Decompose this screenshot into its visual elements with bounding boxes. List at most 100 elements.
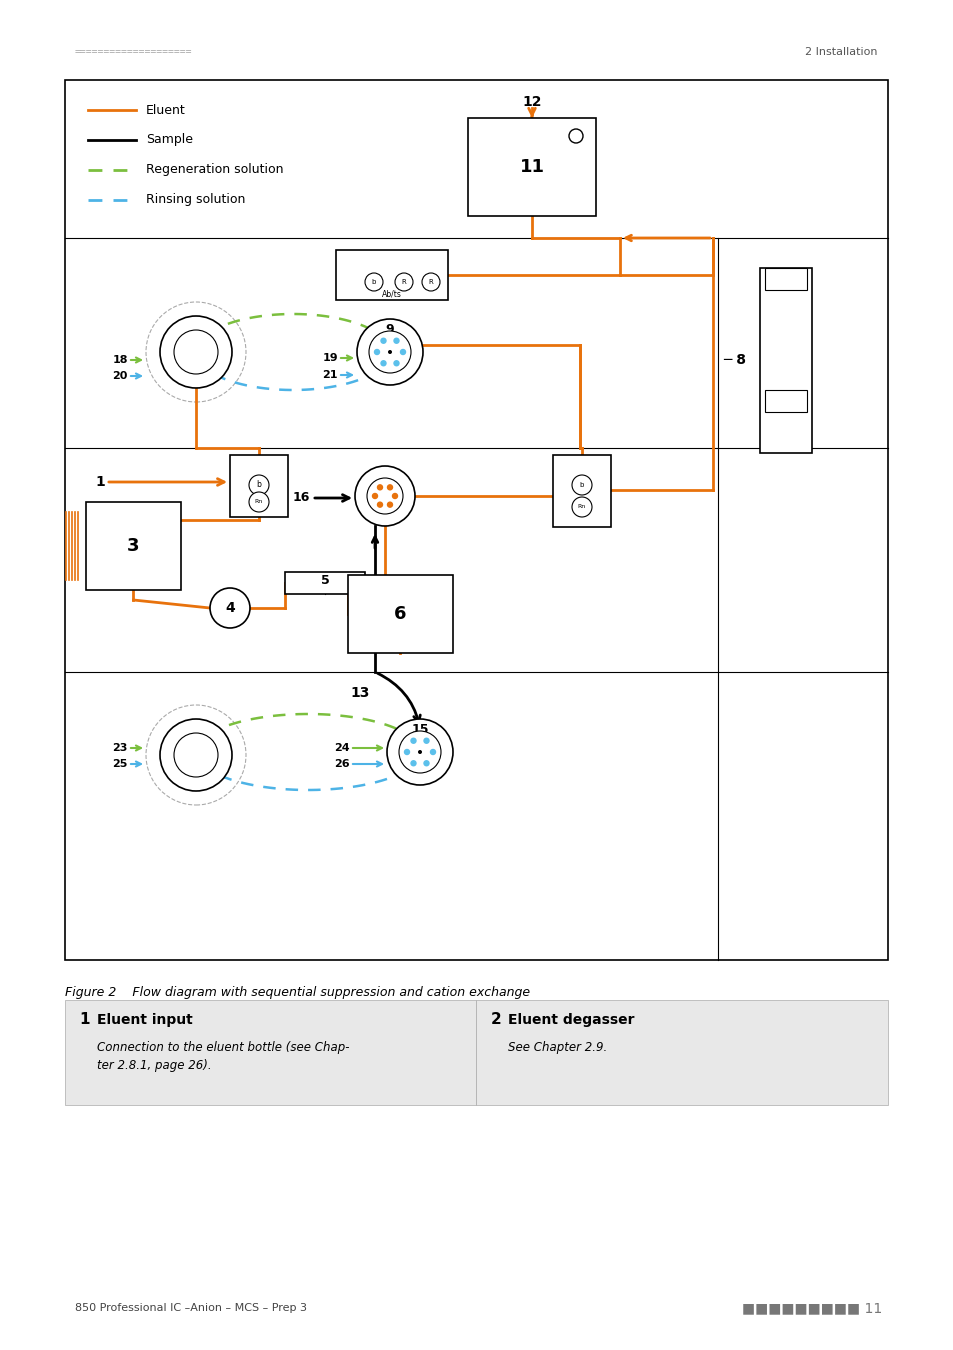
Text: 11: 11 (519, 158, 544, 176)
Circle shape (411, 761, 416, 765)
Text: 6: 6 (394, 605, 406, 622)
Circle shape (387, 720, 453, 784)
Circle shape (173, 329, 218, 374)
Text: ter 2.8.1, page 26).: ter 2.8.1, page 26). (97, 1060, 212, 1072)
Circle shape (411, 738, 416, 744)
Bar (285, 572, 365, 594)
Text: Eluent input: Eluent input (97, 1012, 193, 1027)
Text: 3: 3 (127, 537, 139, 555)
Circle shape (572, 497, 592, 517)
Text: Rn: Rn (254, 500, 263, 505)
Text: Figure 2    Flow diagram with sequential suppression and cation exchange: Figure 2 Flow diagram with sequential su… (65, 986, 530, 999)
Circle shape (387, 485, 392, 490)
Text: b: b (372, 279, 375, 285)
Text: 1: 1 (79, 1012, 90, 1027)
Circle shape (398, 730, 440, 774)
Text: b: b (256, 481, 261, 490)
Circle shape (430, 749, 435, 755)
Text: 12: 12 (521, 95, 541, 109)
Circle shape (394, 339, 398, 343)
Text: R: R (428, 279, 433, 285)
Bar (335, 250, 448, 300)
Text: 26: 26 (334, 759, 350, 769)
Text: 17: 17 (184, 343, 208, 360)
Text: 19: 19 (322, 352, 337, 363)
Circle shape (377, 502, 382, 508)
Bar (65, 1000, 476, 1106)
Circle shape (417, 751, 421, 755)
Text: 9: 9 (385, 324, 394, 336)
Circle shape (210, 589, 250, 628)
Text: 24: 24 (334, 743, 350, 753)
Text: Eluent: Eluent (146, 104, 186, 116)
Text: ■■■■■■■■■ 11: ■■■■■■■■■ 11 (741, 1301, 882, 1315)
Text: 13: 13 (350, 686, 370, 701)
Text: 7: 7 (378, 487, 391, 505)
Bar (65, 80, 887, 960)
Circle shape (380, 339, 386, 343)
Circle shape (423, 738, 429, 744)
Text: 5: 5 (320, 575, 329, 587)
Text: Ab/ts: Ab/ts (381, 289, 401, 298)
Circle shape (372, 494, 377, 498)
Bar (476, 1000, 887, 1106)
Circle shape (369, 331, 411, 373)
Text: 4: 4 (225, 601, 234, 616)
Text: 23: 23 (112, 743, 128, 753)
Text: Rn: Rn (578, 505, 585, 509)
Bar (86, 502, 181, 590)
Circle shape (568, 130, 582, 143)
Circle shape (392, 494, 397, 498)
Circle shape (423, 761, 429, 765)
Circle shape (388, 350, 392, 354)
Circle shape (421, 273, 439, 292)
Text: 2: 2 (490, 1012, 500, 1027)
Circle shape (404, 749, 409, 755)
Circle shape (387, 502, 392, 508)
Text: 2: 2 (254, 462, 263, 474)
Circle shape (395, 273, 413, 292)
Text: 16: 16 (293, 491, 310, 505)
Text: Regeneration solution: Regeneration solution (146, 163, 283, 177)
Circle shape (400, 350, 405, 355)
Bar (764, 390, 806, 412)
Circle shape (375, 350, 379, 355)
Circle shape (394, 360, 398, 366)
Circle shape (173, 733, 218, 778)
Text: Sample: Sample (146, 134, 193, 147)
Text: 1: 1 (95, 475, 105, 489)
Circle shape (356, 319, 422, 385)
Text: 22: 22 (184, 747, 208, 764)
Text: Rinsing solution: Rinsing solution (146, 193, 245, 207)
Circle shape (377, 485, 382, 490)
Circle shape (365, 273, 382, 292)
Text: 18: 18 (112, 355, 128, 364)
Bar (760, 269, 811, 454)
Bar (230, 455, 288, 517)
Text: ─ 8: ─ 8 (722, 354, 745, 367)
Bar (553, 455, 610, 526)
Text: ====================: ==================== (75, 47, 193, 57)
Text: 2 Installation: 2 Installation (804, 47, 877, 57)
Text: b: b (579, 482, 583, 487)
Text: 14: 14 (573, 460, 590, 474)
Text: R: R (401, 279, 406, 285)
Circle shape (380, 360, 386, 366)
Bar (764, 269, 806, 290)
Text: 850 Professional IC –Anion – MCS – Prep 3: 850 Professional IC –Anion – MCS – Prep … (75, 1303, 307, 1314)
Circle shape (249, 475, 269, 495)
Text: See Chapter 2.9.: See Chapter 2.9. (508, 1041, 607, 1054)
Text: 15: 15 (411, 724, 428, 737)
Circle shape (572, 475, 592, 495)
Text: Eluent degasser: Eluent degasser (508, 1012, 635, 1027)
Circle shape (367, 478, 402, 514)
Text: 20: 20 (112, 371, 128, 381)
Text: 21: 21 (322, 370, 337, 379)
Circle shape (249, 491, 269, 512)
Text: 25: 25 (112, 759, 128, 769)
Circle shape (355, 466, 415, 526)
Bar (348, 575, 453, 653)
Text: 10: 10 (346, 259, 361, 269)
Circle shape (160, 720, 232, 791)
Bar (468, 117, 596, 216)
